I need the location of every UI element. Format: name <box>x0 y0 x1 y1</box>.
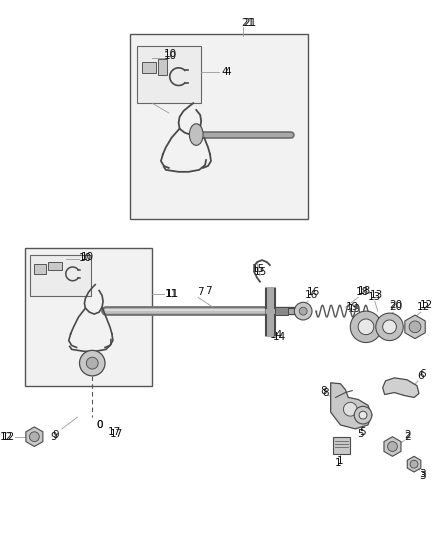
Text: 12: 12 <box>0 432 14 442</box>
Text: 3: 3 <box>420 471 426 481</box>
Ellipse shape <box>189 124 203 146</box>
Text: 9: 9 <box>51 432 57 442</box>
Circle shape <box>354 406 372 424</box>
FancyBboxPatch shape <box>25 248 152 386</box>
Bar <box>332 437 350 454</box>
Circle shape <box>86 357 98 369</box>
FancyBboxPatch shape <box>130 35 308 219</box>
Text: 10: 10 <box>79 253 92 263</box>
FancyBboxPatch shape <box>138 46 201 103</box>
Circle shape <box>350 311 381 343</box>
Text: 10: 10 <box>164 51 177 61</box>
Circle shape <box>409 321 421 333</box>
Text: 21: 21 <box>242 18 255 28</box>
Text: 12: 12 <box>420 300 434 310</box>
Bar <box>158 59 167 75</box>
Circle shape <box>343 402 357 416</box>
Text: 19: 19 <box>346 302 359 312</box>
Circle shape <box>29 432 39 442</box>
Polygon shape <box>405 315 425 338</box>
Text: 7: 7 <box>197 287 204 297</box>
Text: 13: 13 <box>368 293 381 302</box>
Text: 11: 11 <box>166 289 179 300</box>
Text: 18: 18 <box>355 287 369 297</box>
Text: 5: 5 <box>357 429 364 439</box>
Circle shape <box>299 307 307 315</box>
Text: 20: 20 <box>389 302 402 312</box>
Text: 6: 6 <box>417 371 424 381</box>
Text: 4: 4 <box>221 67 228 77</box>
Circle shape <box>376 313 403 341</box>
Text: 19: 19 <box>348 304 361 314</box>
Circle shape <box>358 319 374 335</box>
Polygon shape <box>384 437 401 456</box>
FancyBboxPatch shape <box>31 255 91 296</box>
Text: 14: 14 <box>270 330 283 340</box>
Circle shape <box>388 442 397 451</box>
Text: 12: 12 <box>417 302 431 312</box>
Text: 16: 16 <box>306 287 320 297</box>
Text: 10: 10 <box>164 49 177 59</box>
Polygon shape <box>383 378 419 398</box>
Text: 5: 5 <box>359 427 365 437</box>
Text: 20: 20 <box>389 300 402 310</box>
Polygon shape <box>26 427 43 447</box>
Text: 12: 12 <box>2 432 15 442</box>
Text: 2: 2 <box>404 430 410 440</box>
Text: 0: 0 <box>97 420 103 430</box>
Bar <box>142 62 156 72</box>
Bar <box>35 264 46 274</box>
Text: 13: 13 <box>370 290 383 301</box>
Text: 0: 0 <box>96 420 102 430</box>
Polygon shape <box>407 456 421 472</box>
Circle shape <box>80 350 105 376</box>
Text: 17: 17 <box>108 427 121 437</box>
Text: 16: 16 <box>304 290 318 301</box>
Text: 8: 8 <box>322 387 329 398</box>
Text: 11: 11 <box>165 289 178 300</box>
Text: 21: 21 <box>244 18 257 28</box>
Text: 9: 9 <box>53 430 59 440</box>
Circle shape <box>359 411 367 419</box>
Circle shape <box>294 302 312 320</box>
Text: 17: 17 <box>110 429 124 439</box>
Text: 2: 2 <box>404 432 410 442</box>
Bar <box>275 307 289 315</box>
Text: 7: 7 <box>205 286 212 295</box>
Polygon shape <box>331 383 372 429</box>
Text: 10: 10 <box>81 252 94 262</box>
Text: 3: 3 <box>420 469 426 479</box>
Text: 15: 15 <box>254 267 267 277</box>
Text: 4: 4 <box>224 67 231 77</box>
Text: 18: 18 <box>357 286 371 295</box>
Text: 15: 15 <box>251 264 265 274</box>
Text: 6: 6 <box>420 369 426 379</box>
Text: 1: 1 <box>337 456 344 466</box>
Text: 14: 14 <box>273 332 286 342</box>
Bar <box>48 262 62 270</box>
Circle shape <box>383 320 396 334</box>
Text: 8: 8 <box>321 385 327 395</box>
Text: 1: 1 <box>335 458 342 468</box>
Circle shape <box>410 461 418 468</box>
